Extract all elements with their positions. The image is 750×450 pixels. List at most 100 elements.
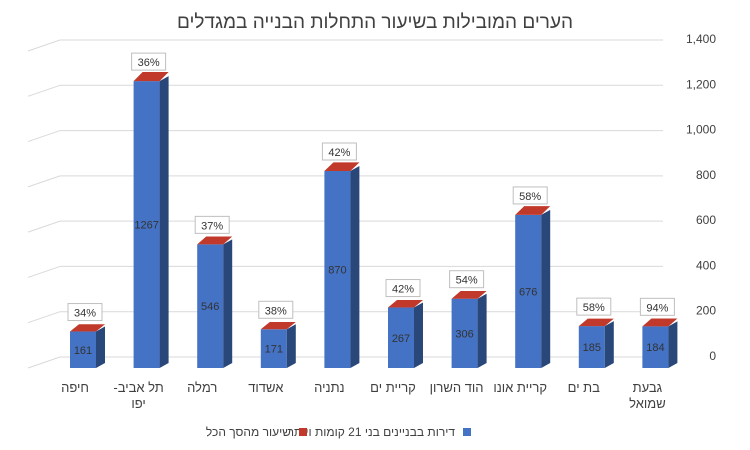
y-tick-label: 800 [696,168,716,182]
percent-label: 42% [328,147,350,159]
percent-label-box [576,297,612,316]
percent-label-box [67,303,103,322]
bar [70,331,96,368]
bar-group [324,162,360,368]
bar-cap [324,162,360,172]
bar-side [286,324,296,368]
value-label: 546 [201,301,219,313]
gridline-side [27,175,61,188]
gridline-side [27,311,61,324]
bar [515,214,542,368]
bar-group [70,324,105,368]
bar-cap [260,321,296,330]
bar [133,81,160,369]
bar [197,244,224,368]
bar-cap [388,300,423,308]
percent-label-box [194,215,230,234]
value-label: 1267 [134,220,158,232]
percent-label-box [321,142,357,161]
bar-side [223,239,233,368]
value-label: 171 [265,344,283,356]
value-label: 267 [392,333,410,345]
percent-label: 54% [456,275,478,287]
bar-cap [451,290,487,299]
percent-label-box [639,297,675,316]
bar-cap [133,72,169,82]
bar-side [604,321,614,368]
y-tick-label: 1,000 [686,123,716,137]
gridline-side [27,356,61,369]
y-tick-label: 400 [696,258,716,272]
category-label: שמואל [629,396,666,411]
bar [578,326,605,368]
category-label: אשדוד [248,380,283,395]
gridline-side [27,130,61,143]
bar-cap [515,206,551,215]
category-label: בת ים [568,380,601,395]
bar-side [414,302,423,368]
bar [451,298,478,368]
y-tick-label: 1,400 [686,32,716,46]
y-tick-label: 600 [696,213,716,227]
value-label: 161 [74,345,92,357]
percent-label: 34% [74,308,96,320]
category-label: נתניה [314,380,344,395]
bar-side [96,326,105,368]
bar-side [159,76,169,369]
bar-side [541,209,551,368]
gridline-side [27,39,61,52]
percent-label: 37% [201,220,223,232]
percent-label: 36% [138,57,160,69]
category-label: חיפה [61,380,89,395]
percent-label-box [385,279,421,298]
label-layer: 161 34% חיפה 1267 36% תל אביב-יפו 546 37% רמלה 17… [61,52,675,411]
legend-label: דירות בבניינים בני 21 קומות ויותר [288,425,456,439]
bar-group [515,206,551,368]
bar-side [477,293,487,368]
bar-group [451,290,487,368]
bar-cap [197,236,233,245]
bar-cap [578,318,614,327]
bar [260,329,287,368]
bar-side [350,166,360,368]
category-label: קריית ים [370,380,416,395]
value-label: 676 [519,286,537,298]
y-tick-label: 1,200 [686,77,716,91]
category-label: קריית אונו [493,380,547,395]
percent-label-box [449,270,485,289]
category-label: הוד השרון [430,380,484,395]
value-label: 870 [328,265,346,277]
legend-swatch [299,428,307,436]
value-label: 306 [455,328,473,340]
percent-label-box [512,186,548,205]
category-label: תל אביב- [113,380,163,395]
percent-label: 58% [519,191,541,203]
category-label: רמלה [187,380,217,395]
bar-group [197,236,233,368]
bar-group [642,318,678,368]
percent-label: 42% [392,284,414,296]
bar [642,326,669,368]
percent-label: 94% [646,302,668,314]
category-label: יפו [131,396,145,411]
chart-title: הערים המובילות בשיעור התחלות הבנייה במגד… [177,12,573,33]
bar-group [260,321,296,368]
bar-cap [642,318,678,327]
bar-group [133,72,169,369]
legend-label: שיעור מהסך הכל [206,425,291,439]
percent-label-box [131,52,167,71]
bar-group [388,300,423,368]
bar [388,307,414,368]
bar-group [578,318,614,368]
category-label: גבעת [633,380,663,395]
bar-cap [70,324,105,332]
legend-swatch [463,428,471,436]
y-axis: 0 200 400 600 800 1,000 1,200 1,400 [686,32,716,363]
gridline-side [27,84,61,97]
y-tick-label: 200 [696,304,716,318]
y-tick-label: 0 [709,349,716,363]
value-label: 185 [583,342,601,354]
value-label: 184 [646,342,664,354]
